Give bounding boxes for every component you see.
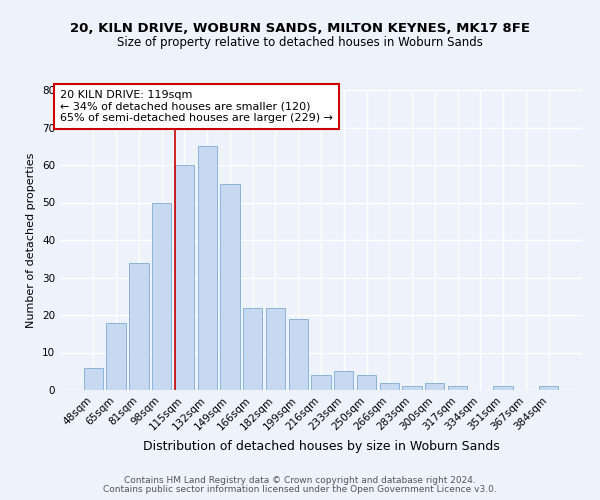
Bar [539,386,558,390]
Text: 20 KILN DRIVE: 119sqm
← 34% of detached houses are smaller (120)
65% of semi-det: 20 KILN DRIVE: 119sqm ← 34% of detached … [60,90,333,123]
Bar [357,375,376,390]
Bar [380,382,399,390]
X-axis label: Distribution of detached houses by size in Woburn Sands: Distribution of detached houses by size … [143,440,499,453]
Text: Contains HM Land Registry data © Crown copyright and database right 2024.: Contains HM Land Registry data © Crown c… [124,476,476,485]
Bar [243,308,262,390]
Bar [425,382,445,390]
Bar [311,375,331,390]
Bar [152,202,172,390]
Bar [175,165,194,390]
Bar [289,319,308,390]
Bar [266,308,285,390]
Bar [448,386,467,390]
Bar [106,322,126,390]
Bar [197,146,217,390]
Bar [403,386,422,390]
Bar [84,368,103,390]
Y-axis label: Number of detached properties: Number of detached properties [26,152,37,328]
Bar [220,184,239,390]
Bar [493,386,513,390]
Bar [334,371,353,390]
Bar [129,262,149,390]
Text: Size of property relative to detached houses in Woburn Sands: Size of property relative to detached ho… [117,36,483,49]
Text: Contains public sector information licensed under the Open Government Licence v3: Contains public sector information licen… [103,485,497,494]
Text: 20, KILN DRIVE, WOBURN SANDS, MILTON KEYNES, MK17 8FE: 20, KILN DRIVE, WOBURN SANDS, MILTON KEY… [70,22,530,36]
